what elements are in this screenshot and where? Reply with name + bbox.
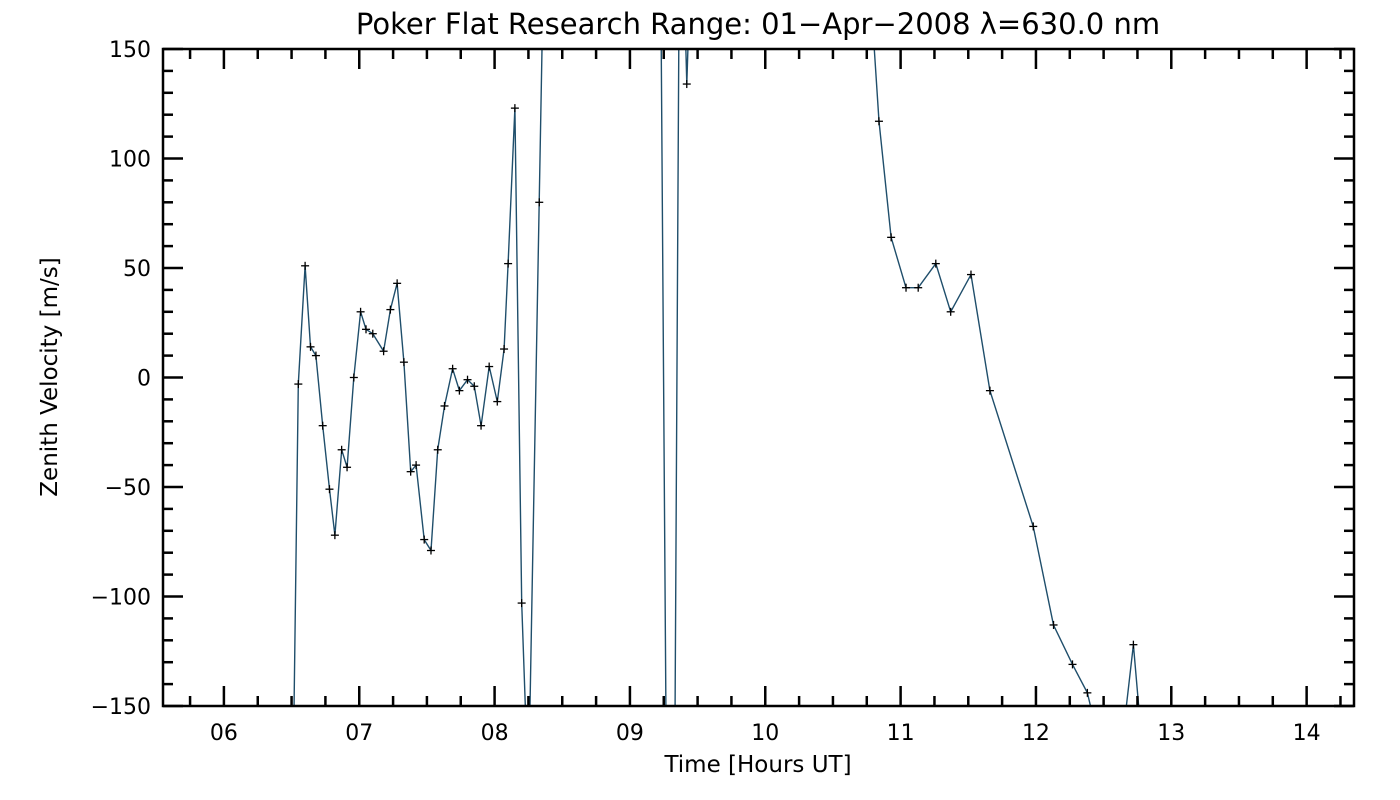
data-point-marker [931,259,940,268]
data-point-marker [535,198,544,207]
y-tick-label: −150 [91,695,151,720]
data-point-marker [343,463,352,472]
x-tick-label: 12 [1022,721,1050,746]
data-point-marker [1049,620,1058,629]
data-point-marker [500,345,509,354]
data-point-marker [337,445,346,454]
x-tick-label: 14 [1293,721,1321,746]
data-point-marker [325,485,334,494]
x-tick-label: 09 [616,721,644,746]
data-point-marker [318,421,327,430]
chart-title: Poker Flat Research Range: 01−Apr−2008 λ… [356,7,1160,41]
data-point-marker [426,546,435,555]
x-axis-label: Time [Hours UT] [663,752,851,778]
data-point-marker [386,305,395,314]
tick-layer: 06 07 08 09 10 11 12 13 14 −150 −100 −50 0 50 100 150 [91,38,1354,746]
data-point-marker [349,373,358,382]
data-point-marker [301,261,310,270]
marker-layer [294,80,1138,697]
data-point-marker [966,270,975,279]
data-point-marker [517,599,526,608]
x-tick-label: 08 [481,721,509,746]
data-point-marker [914,283,923,292]
data-point-marker [485,362,494,371]
data-point-marker [504,259,513,268]
data-point-marker [470,382,479,391]
data-point-marker [311,351,320,360]
plot-frame [161,47,1356,708]
data-point-marker [420,535,429,544]
data-point-marker [306,342,315,351]
series-layer [293,49,1140,706]
x-tick-label: 10 [751,721,779,746]
x-tick-label: 13 [1157,721,1185,746]
data-point-marker [412,461,421,470]
data-point-marker [362,325,371,334]
x-tick-label: 07 [345,721,373,746]
y-tick-label: 100 [109,148,151,173]
x-tick-label: 11 [887,721,915,746]
y-tick-label: 150 [109,38,151,63]
y-tick-label: 0 [137,367,151,392]
data-point-marker [477,421,486,430]
data-point-marker [946,307,955,316]
y-tick-label: −100 [91,586,151,611]
data-point-marker [433,445,442,454]
data-point-marker [406,467,415,476]
data-point-marker [379,347,388,356]
data-point-marker [902,283,911,292]
data-point-marker [448,364,457,373]
data-point-marker [455,386,464,395]
data-point-marker [393,279,402,288]
y-tick-label: −50 [105,476,151,501]
data-point-marker [1129,640,1138,649]
y-axis-label: Zenith Velocity [m/s] [37,257,63,496]
data-point-marker [368,329,377,338]
data-point-marker [356,307,365,316]
data-point-marker [463,375,472,384]
data-point-marker [985,386,994,395]
data-point-marker [887,233,896,242]
x-tick-label: 06 [210,721,238,746]
data-point-marker [493,397,502,406]
data-point-marker [440,401,449,410]
data-point-marker [510,104,519,113]
data-point-marker [294,380,303,389]
velocity-series-line [293,49,1140,706]
data-point-marker [682,80,691,89]
data-point-marker [1029,522,1038,531]
data-point-marker [874,117,883,126]
data-point-marker [399,358,408,367]
data-point-marker [1068,660,1077,669]
data-point-marker [330,531,339,540]
y-tick-label: 50 [123,257,151,282]
data-point-marker [1083,688,1092,697]
